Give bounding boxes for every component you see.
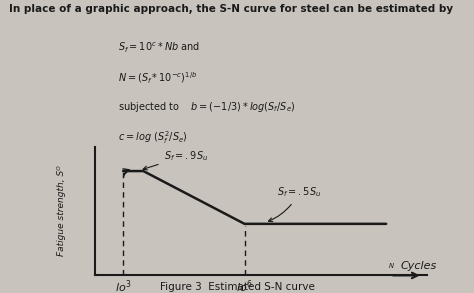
- Text: $S_f=10^c * Nb$ and: $S_f=10^c * Nb$ and: [118, 41, 201, 55]
- Text: $N = (S_f*10^{-c})^{1/b}$: $N = (S_f*10^{-c})^{1/b}$: [118, 70, 198, 86]
- Text: Figure 3  Estimated S-N curve: Figure 3 Estimated S-N curve: [160, 282, 314, 292]
- Text: In place of a graphic approach, the S-N curve for steel can be estimated by: In place of a graphic approach, the S-N …: [9, 4, 454, 14]
- Text: Fatigue strength, Sᴼ: Fatigue strength, Sᴼ: [57, 166, 66, 256]
- Text: subjected to    $b=(-1/3)*log(S_f/S_e)$: subjected to $b=(-1/3)*log(S_f/S_e)$: [118, 100, 296, 114]
- Text: Cycles: Cycles: [401, 261, 437, 271]
- Text: $c = log\ (S_f^2/S_e)$: $c = log\ (S_f^2/S_e)$: [118, 129, 188, 146]
- Text: $_N$: $_N$: [388, 261, 395, 271]
- Text: $S_f=.9S_u$: $S_f=.9S_u$: [143, 149, 208, 170]
- Text: $S_f=.5S_u$: $S_f=.5S_u$: [268, 185, 321, 222]
